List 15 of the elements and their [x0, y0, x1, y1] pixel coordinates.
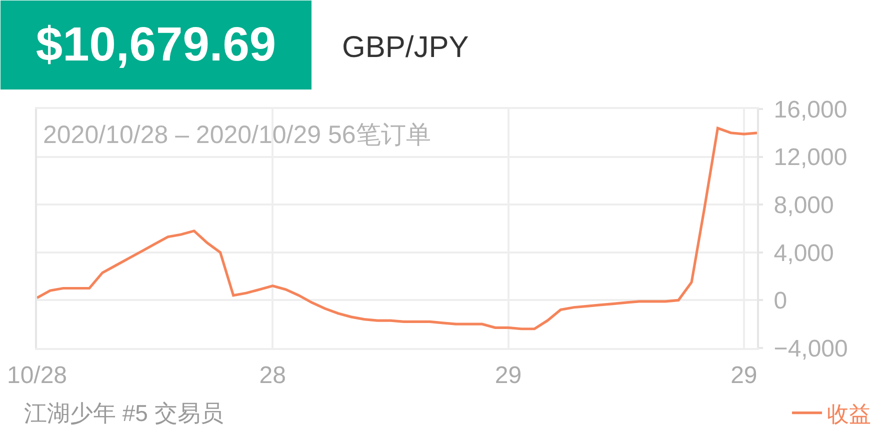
y-tick-label: 16,000 [774, 96, 848, 124]
x-tick-label: 29 [730, 362, 758, 389]
chart-subtitle: GBP/JPY [342, 31, 469, 64]
y-tick-label: 8,000 [774, 192, 834, 219]
x-tick-label: 29 [494, 362, 522, 389]
x-tick-label: 10/28 [6, 362, 68, 389]
y-tick-label: 4,000 [774, 240, 834, 267]
chart-title: $10,679.69 [36, 18, 276, 72]
legend-label: 收益 [827, 401, 871, 426]
y-tick-label: 0 [774, 288, 788, 315]
text: 江湖少年 #5 交易员 [24, 400, 224, 426]
y-tick-label: 12,000 [774, 144, 848, 172]
y-tick-label: −4,000 [774, 335, 848, 362]
annotation: 2020/10/28 – 2020/10/29 56笔订单 [43, 121, 431, 149]
x-tick-label: 28 [259, 362, 286, 389]
